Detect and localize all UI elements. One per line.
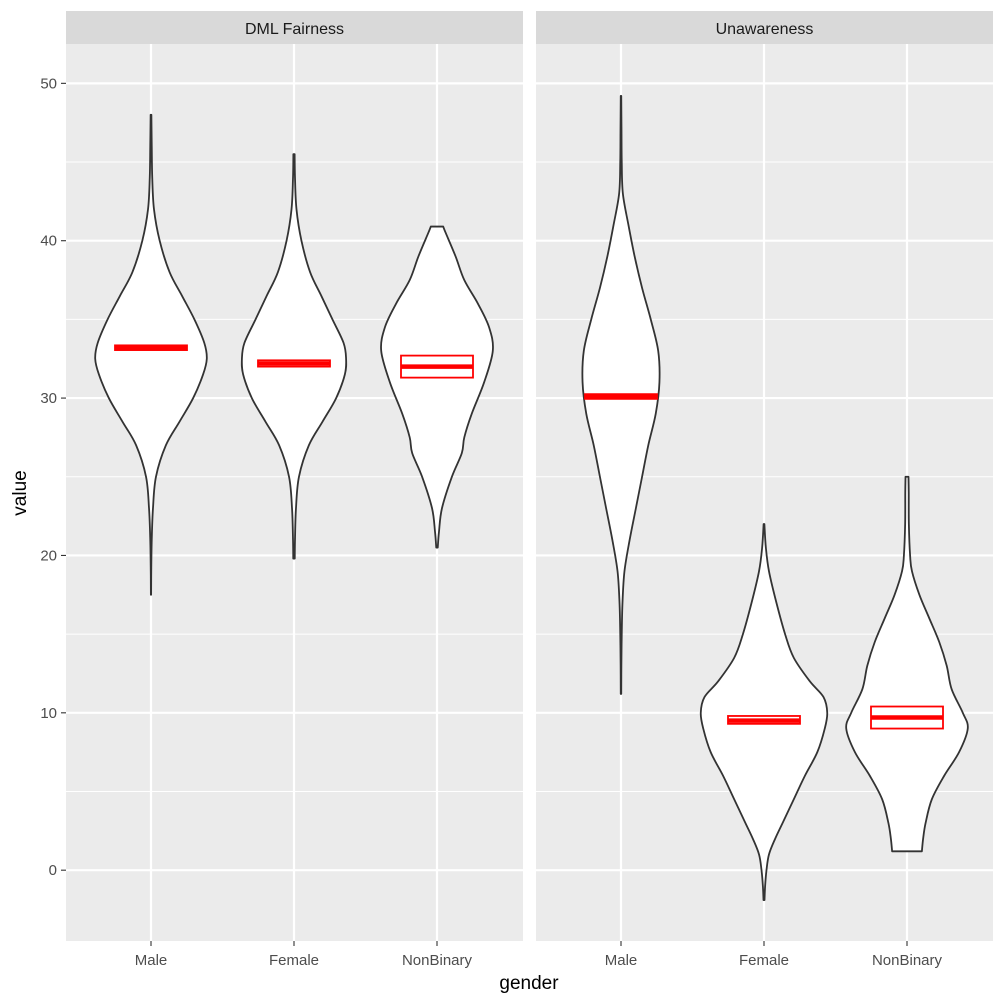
y-tick-label: 50: [40, 75, 57, 92]
y-tick-label: 10: [40, 705, 57, 722]
x-tick-label: NonBinary: [872, 952, 943, 969]
facet-title: Unawareness: [716, 21, 814, 38]
violin-nonbinary: [845, 475, 969, 853]
violin-female: [699, 523, 829, 901]
violin-female: [240, 153, 348, 560]
x-tick-label: Male: [605, 952, 638, 969]
x-tick-label: Female: [739, 952, 789, 969]
facet-panel: DML Fairness Male Female NonBinary: [66, 11, 523, 969]
violin-male: [94, 113, 208, 596]
y-tick-label: 40: [40, 233, 57, 250]
facet-panel: Unawareness Male Female NonBinary: [536, 11, 993, 969]
facet-strip: [536, 11, 993, 44]
facet-title: DML Fairness: [245, 21, 344, 38]
x-tick-label: Male: [135, 952, 168, 969]
y-tick-label: 0: [49, 862, 57, 879]
x-axis-title: gender: [499, 973, 559, 994]
facet-strip: [66, 11, 523, 44]
y-tick-label: 30: [40, 390, 57, 407]
violin-nonbinary: [380, 225, 494, 549]
x-tick-label: Female: [269, 952, 319, 969]
y-tick-label: 20: [40, 547, 57, 564]
y-axis-title: value: [10, 470, 31, 515]
x-tick-label: NonBinary: [402, 952, 473, 969]
